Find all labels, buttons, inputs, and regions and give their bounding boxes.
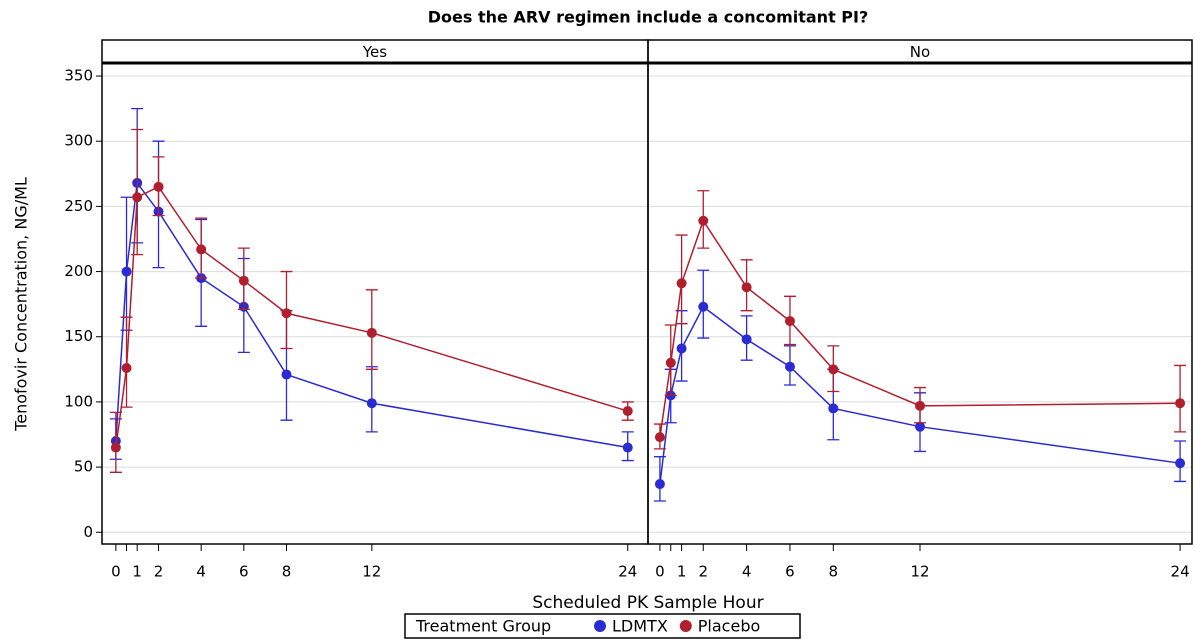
data-point (915, 400, 925, 411)
y-tick-label: 250 (64, 197, 93, 215)
legend-box (404, 613, 801, 639)
legend-label: LDMTX (612, 617, 668, 636)
x-tick-label: 24 (1171, 563, 1190, 581)
y-tick-label: 350 (64, 67, 93, 85)
data-point (1175, 458, 1186, 469)
data-point (366, 398, 377, 409)
error-bar (120, 316, 133, 408)
data-point (741, 334, 752, 345)
data-point (110, 442, 121, 453)
y-tick-label: 100 (64, 392, 93, 410)
x-axis-label: Scheduled PK Sample Hour (532, 593, 763, 613)
legend-marker (679, 620, 692, 632)
x-tick-label: 0 (655, 563, 665, 581)
x-tick-label: 1 (677, 563, 687, 581)
data-point (121, 266, 132, 277)
data-point (654, 432, 665, 443)
x-tick-label: 12 (362, 563, 381, 581)
data-point (1175, 398, 1186, 409)
data-point (828, 364, 839, 375)
data-point (828, 403, 839, 414)
data-point (741, 282, 752, 293)
y-tick-label: 50 (74, 458, 93, 476)
data-point (622, 406, 633, 417)
data-point (676, 278, 687, 289)
x-tick-label: 6 (785, 563, 795, 581)
chart-title: Does the ARV regimen include a concomita… (428, 8, 869, 27)
data-point (281, 369, 292, 380)
x-tick-label: 2 (698, 563, 708, 581)
data-point (676, 343, 687, 354)
error-bar (653, 456, 666, 502)
x-tick-label: 6 (239, 563, 249, 581)
x-tick-label: 24 (618, 563, 637, 581)
legend-marker (594, 620, 606, 632)
x-tick-label: 2 (154, 563, 164, 581)
y-axis-label: Tenofovir Concentration, NG/ML (12, 177, 31, 432)
data-point (698, 301, 709, 312)
x-tick-label: 4 (742, 563, 752, 581)
x-tick-label: 1 (132, 563, 142, 581)
legend-title: Treatment Group (415, 617, 551, 636)
data-point (121, 363, 132, 374)
y-tick-label: 150 (64, 327, 93, 345)
data-point (665, 357, 676, 368)
error-bar (131, 128, 144, 256)
data-point (654, 479, 665, 490)
x-tick-label: 8 (829, 563, 839, 581)
y-tick-label: 200 (64, 262, 93, 280)
x-tick-label: 0 (111, 563, 121, 581)
y-tick-label: 0 (83, 523, 93, 541)
data-point (698, 215, 709, 226)
data-point (784, 361, 795, 372)
data-point (196, 244, 207, 255)
error-bar (109, 411, 122, 473)
data-point (784, 316, 795, 327)
data-point (366, 327, 377, 338)
x-tick-label: 8 (282, 563, 292, 581)
panel-frame (101, 39, 649, 545)
panel-frame (647, 39, 1193, 545)
data-point (238, 275, 249, 286)
legend-label: Placebo (698, 617, 760, 636)
data-point (622, 442, 633, 453)
data-point (132, 192, 143, 203)
y-tick-label: 300 (64, 132, 93, 150)
x-tick-label: 4 (196, 563, 206, 581)
panel-title: No (910, 43, 930, 61)
data-point (153, 181, 164, 192)
panel-title: Yes (362, 43, 387, 61)
data-point (281, 308, 292, 319)
data-point (915, 421, 925, 432)
x-tick-label: 12 (910, 563, 929, 581)
